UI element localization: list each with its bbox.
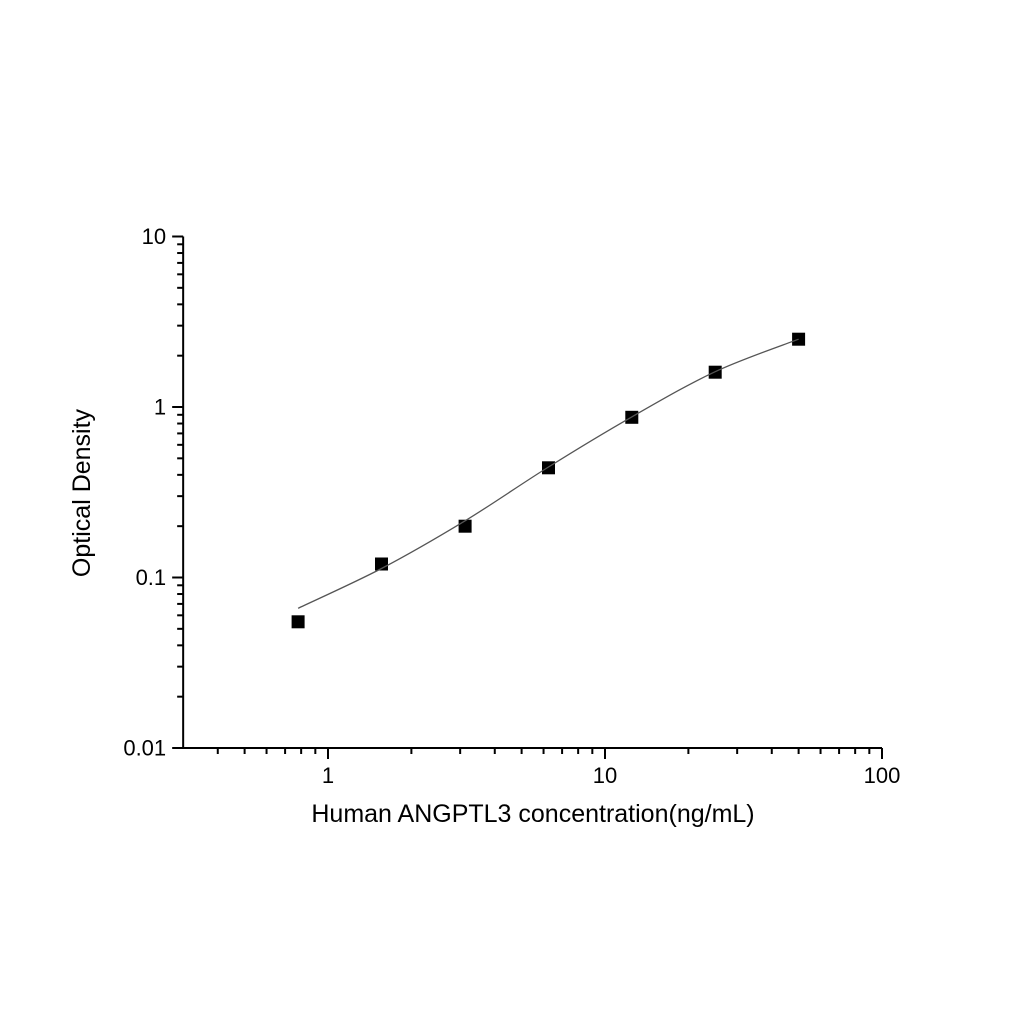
x-tick-label: 100: [864, 763, 901, 788]
fit-curve-line: [297, 338, 799, 609]
y-tick-label: 0.01: [123, 736, 166, 761]
y-axis-title: Optical Density: [68, 408, 96, 577]
x-tick-label: 1: [322, 763, 334, 788]
axes-layer: [182, 236, 882, 749]
tick-labels-layer: 10 1 0.1 0.01 1 10 100: [123, 224, 900, 788]
series-layer: [291, 332, 806, 629]
y-tick-label: 1: [154, 395, 166, 420]
ticks-layer: [172, 235, 883, 759]
x-tick-label: 10: [593, 763, 617, 788]
data-point-marker: [458, 519, 472, 533]
y-tick-label: 0.1: [136, 565, 167, 590]
axis-spines: [182, 236, 882, 749]
data-point-marker: [291, 615, 305, 629]
y-tick-label: 10: [142, 224, 166, 249]
data-point-marker: [542, 461, 555, 475]
x-axis-title: Human ANGPTL3 concentration(ng/mL): [311, 800, 754, 828]
